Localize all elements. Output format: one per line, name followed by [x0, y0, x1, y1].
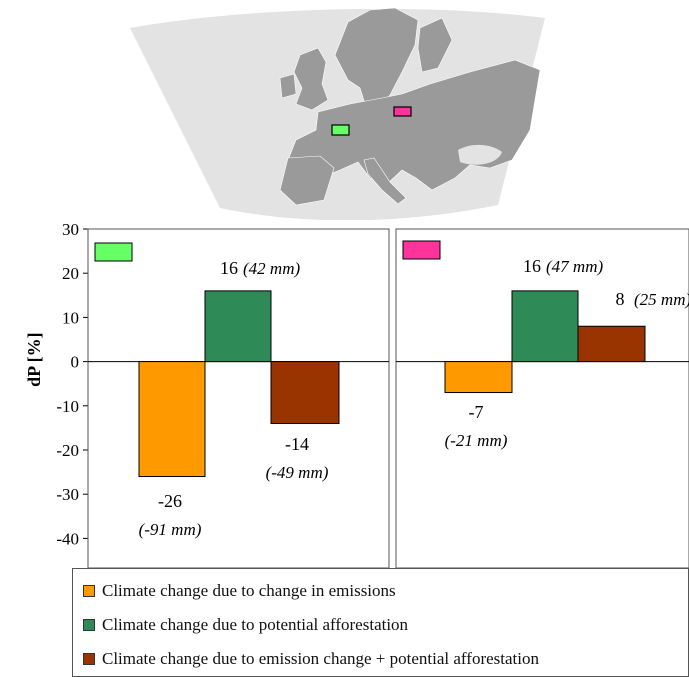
scandinavia [334, 7, 419, 109]
y-axis-label: dP [%] [24, 332, 44, 387]
bar-1-1 [511, 290, 579, 363]
y-tick-label-3: 0 [71, 353, 80, 372]
legend-swatch-afforestation [83, 619, 95, 631]
legend-label-afforestation: Climate change due to potential afforest… [102, 615, 409, 634]
bar-value-label-1-2: 8 [616, 289, 625, 309]
bar-value-label-0-2: -14 [285, 434, 309, 454]
europe-map [130, 7, 545, 220]
legend-label-emissions: Climate change due to change in emission… [102, 581, 396, 600]
bar-value-label-0-1: 16 [220, 258, 238, 278]
pink-region-marker [393, 106, 412, 117]
panel-frame-1 [395, 228, 689, 569]
italy [363, 157, 407, 205]
black-sea [458, 144, 502, 165]
bar-mm-label-0-2: (-49 mm) [266, 463, 329, 482]
bar-value-label-0-0: -26 [158, 491, 182, 511]
bar-1-2 [577, 325, 646, 363]
bar-value-label-1-0: -7 [469, 402, 484, 422]
y-tick-label-5: -20 [56, 441, 79, 460]
y-tick-label-0: 30 [62, 220, 79, 239]
bar-value-label-1-1: 16 [523, 256, 541, 276]
bar-mm-label-1-1: (47 mm) [546, 257, 603, 276]
bar-mm-label-0-0: (-91 mm) [139, 520, 202, 539]
y-tick-label-7: -40 [56, 529, 79, 548]
bar-0-0 [138, 361, 206, 478]
ireland [279, 73, 297, 99]
bar-1-0 [444, 361, 513, 394]
y-tick-label-2: 10 [62, 308, 79, 327]
bar-mm-label-1-2: (25 mm) [634, 290, 689, 309]
legend-item-emissions: Climate change due to change in emission… [83, 577, 396, 605]
y-tick-label-6: -30 [56, 485, 79, 504]
bar-0-1 [204, 290, 272, 363]
legend-label-combined: Climate change due to emission change + … [102, 649, 539, 668]
bar-chart: 30 20 10 0 -10 -20 -30 -40 dP [%] -26 (-91 mm) 16 (4… [24, 220, 689, 569]
panel-region-marker-0 [94, 242, 133, 262]
legend: Climate change due to change in emission… [72, 568, 689, 677]
bar-mm-label-1-0: (-21 mm) [445, 431, 508, 450]
legend-swatch-combined [83, 653, 95, 665]
bar-0-2 [270, 361, 340, 424]
green-region-marker [331, 124, 350, 136]
panel-region-marker-1 [402, 240, 441, 260]
legend-item-combined: Climate change due to emission change + … [83, 645, 539, 673]
british-isles [293, 47, 329, 111]
panel-frame-0 [87, 228, 390, 569]
y-tick-label-1: 20 [62, 264, 79, 283]
bar-mm-label-0-1: (42 mm) [243, 259, 300, 278]
finland [417, 17, 453, 73]
legend-item-afforestation: Climate change due to potential afforest… [83, 611, 408, 639]
iberia [279, 155, 335, 206]
y-tick-label-4: -10 [56, 397, 79, 416]
legend-swatch-emissions [83, 585, 95, 597]
